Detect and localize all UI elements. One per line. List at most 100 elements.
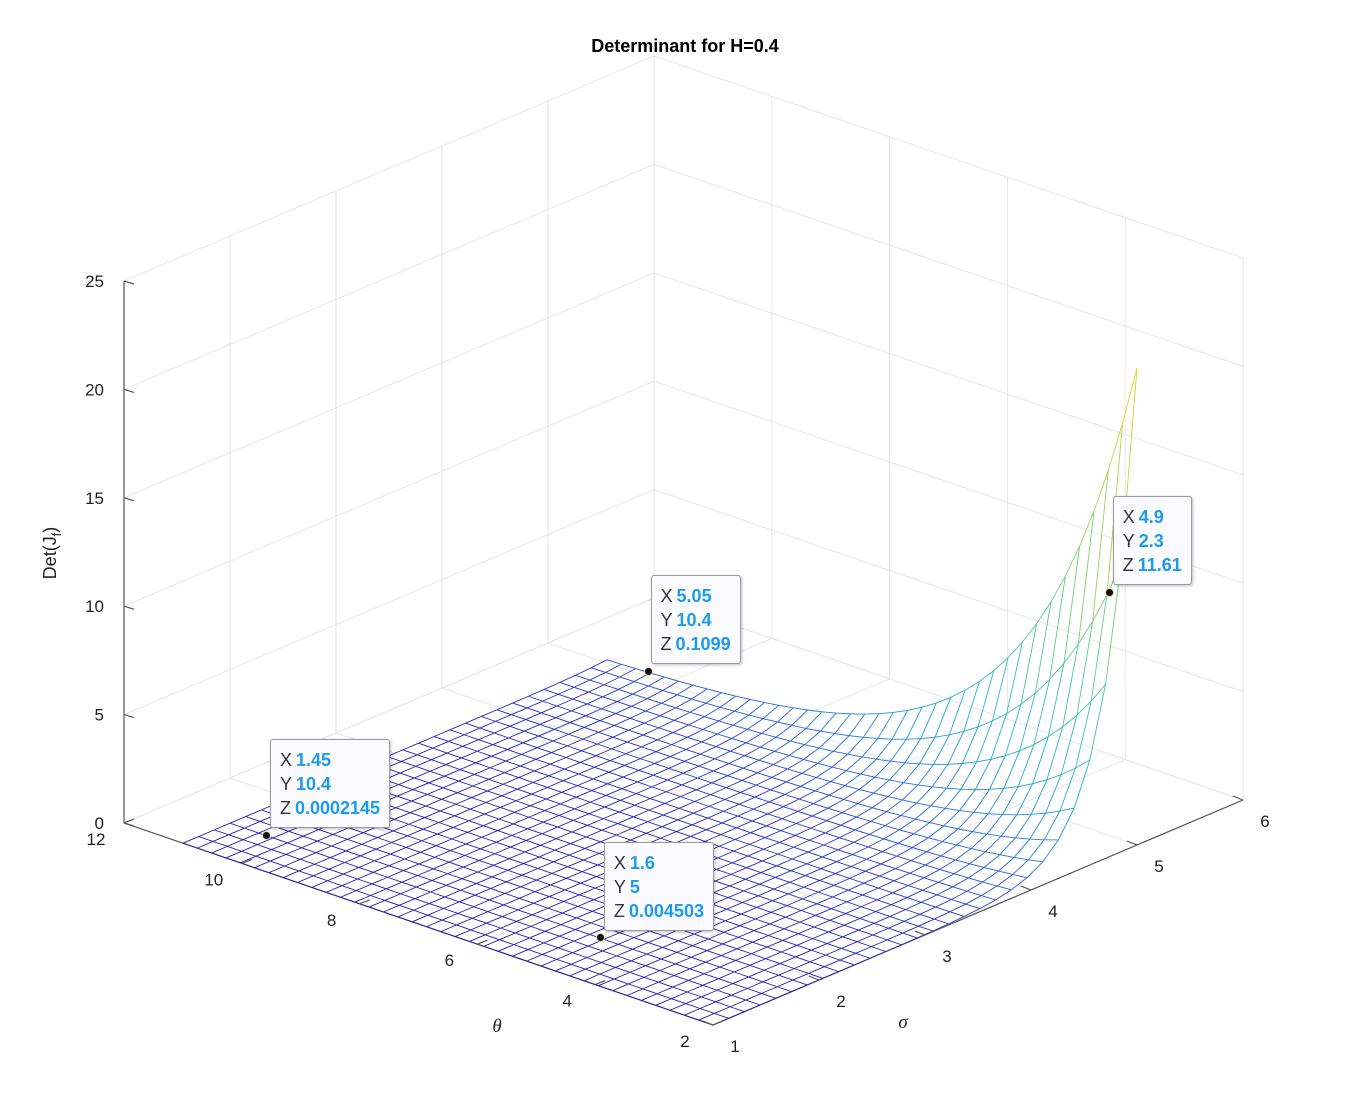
mesh-segment <box>874 776 890 781</box>
mesh-segment <box>824 824 842 834</box>
mesh-segment <box>779 835 796 843</box>
mesh-segment <box>836 861 852 867</box>
mesh-segment <box>743 767 758 774</box>
mesh-segment <box>876 899 892 906</box>
mesh-segment <box>723 810 738 817</box>
mesh-segment <box>512 702 528 709</box>
mesh-segment <box>477 871 493 878</box>
mesh-segment <box>734 964 751 973</box>
mesh-segment <box>719 839 736 847</box>
mesh-segment <box>905 909 921 915</box>
mesh-segment <box>582 731 599 740</box>
mesh-segment <box>1076 700 1092 716</box>
mesh-segment <box>432 741 449 749</box>
mesh-segment <box>483 945 499 952</box>
data-tip-box[interactable]: X 4.9 Y 2.3 Z 11.61 <box>1112 495 1192 585</box>
mesh-segment <box>526 954 543 962</box>
mesh-segment <box>348 827 364 834</box>
data-tip-key: X <box>613 853 626 874</box>
mesh-segment <box>873 916 891 924</box>
mesh-segment <box>298 870 314 877</box>
mesh-segment <box>835 873 850 879</box>
mesh-segment <box>867 838 885 848</box>
mesh-segment <box>458 780 474 787</box>
mesh-segment <box>822 971 839 979</box>
mesh-segment <box>834 733 850 737</box>
mesh-segment <box>816 777 831 783</box>
mesh-segment <box>562 905 579 914</box>
mesh-segment <box>517 788 532 795</box>
mesh-segment <box>356 883 373 891</box>
mesh-segment <box>528 816 544 823</box>
mesh-segment <box>272 830 289 839</box>
mesh-segment <box>492 744 508 750</box>
mesh-segment <box>429 764 446 772</box>
mesh-segment <box>410 805 427 814</box>
mesh-segment <box>715 994 732 1003</box>
mesh-segment <box>505 760 521 767</box>
mesh-segment <box>804 730 821 745</box>
mesh-segment <box>446 878 463 886</box>
z-tick-label: 10 <box>85 597 104 616</box>
mesh-segment <box>680 789 697 798</box>
data-tip-box[interactable]: X 1.6 Y 5 Z 0.004503 <box>603 842 714 932</box>
mesh-segment <box>737 808 754 817</box>
mesh-segment <box>573 679 591 688</box>
mesh-segment <box>391 842 407 848</box>
mesh-segment <box>448 861 464 868</box>
data-tip-key: Z <box>279 798 291 819</box>
mesh-segment <box>701 741 717 748</box>
data-tip-box[interactable]: X 5.05 Y 10.4 Z 0.1099 <box>650 574 741 664</box>
mesh-segment <box>1075 700 1092 769</box>
mesh-segment <box>805 875 820 881</box>
mesh-segment <box>850 866 866 872</box>
mesh-segment <box>664 676 679 682</box>
data-tip-marker[interactable] <box>261 831 271 841</box>
mesh-segment <box>603 818 618 824</box>
mesh-segment <box>298 863 315 872</box>
mesh-segment <box>601 708 616 714</box>
mesh-segment <box>581 871 597 877</box>
data-tip-marker[interactable] <box>595 933 605 943</box>
mesh-segment <box>1006 642 1023 714</box>
data-tip-box[interactable]: X 1.45 Y 10.4 Z 0.0002145 <box>269 739 391 829</box>
mesh-segment <box>557 826 573 833</box>
mesh-segment <box>814 790 830 796</box>
z-axis-label-subscript: f <box>49 532 64 536</box>
mesh-segment <box>465 716 482 724</box>
mesh-segment <box>470 802 487 810</box>
mesh-segment <box>819 880 835 886</box>
mesh-segment <box>603 811 620 820</box>
mesh-segment <box>599 967 616 975</box>
mesh-segment <box>779 956 796 964</box>
mesh-segment <box>515 793 532 802</box>
mesh-segment <box>733 843 750 852</box>
mesh-segment <box>774 750 790 756</box>
mesh-segment <box>1017 744 1035 787</box>
mesh-segment <box>778 704 794 709</box>
mesh-segment <box>544 803 561 811</box>
mesh-segment <box>469 934 486 942</box>
mesh-segment <box>803 747 820 760</box>
mesh-segment <box>836 854 853 863</box>
mesh-segment <box>453 826 468 833</box>
mesh-segment <box>957 812 975 830</box>
mesh-segment <box>715 738 732 747</box>
mesh-segment <box>726 780 743 789</box>
mesh-segment <box>662 940 679 948</box>
data-tip-marker[interactable] <box>1104 587 1114 597</box>
mesh-segment <box>999 854 1015 858</box>
mesh-segment <box>770 905 788 913</box>
mesh-segment <box>227 839 244 847</box>
mesh-segment <box>438 822 454 828</box>
mesh-segment <box>461 871 478 880</box>
mesh-segment <box>862 887 879 896</box>
data-tip-marker[interactable] <box>643 666 653 676</box>
mesh-segment <box>445 757 462 766</box>
mesh-segment <box>414 898 430 904</box>
mesh-segment <box>893 709 908 713</box>
mesh-segment <box>427 787 444 795</box>
mesh-segment <box>456 924 471 931</box>
mesh-segment <box>681 784 697 791</box>
